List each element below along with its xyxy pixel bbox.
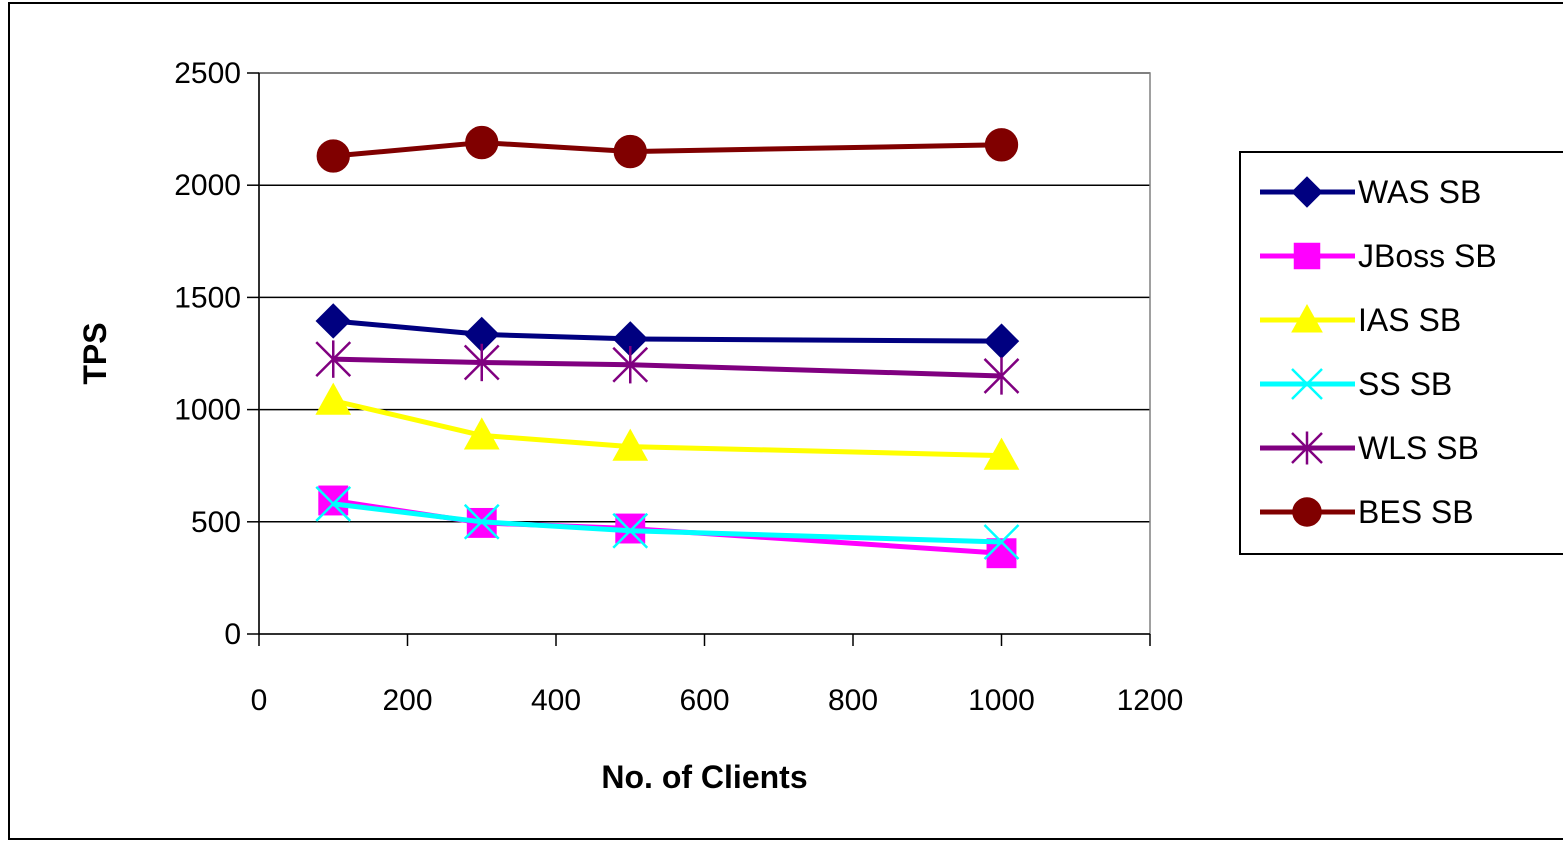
legend-label: JBoss SB [1358, 238, 1497, 274]
x-tick-label: 800 [828, 684, 878, 717]
x-tick-label: 1000 [968, 684, 1035, 717]
series-jboss-sb [318, 485, 1017, 569]
data-point-square [1293, 242, 1321, 270]
series-wls-sb [315, 340, 1020, 395]
legend-item: WLS SB [1260, 430, 1479, 466]
axes: 0 500 1000 1500 2000 2500 0 200 400 600 800 1000 120… [174, 57, 1183, 717]
x-stroke [463, 503, 500, 540]
data-point-star [1291, 431, 1323, 465]
data-point-diamond [1291, 176, 1323, 208]
legend-label: BES SB [1358, 494, 1474, 530]
series-ias-sb [315, 382, 1020, 470]
data-point-circle [613, 134, 647, 169]
legend-item: IAS SB [1260, 302, 1461, 338]
data-point-star [463, 343, 500, 382]
data-point-circle [984, 128, 1019, 162]
series-line [332, 501, 1002, 545]
data-point-triangle [315, 382, 352, 415]
series-line [332, 398, 1002, 459]
data-point-circle [465, 125, 499, 160]
series-bes-sb [316, 125, 1019, 173]
x-axis-title: No. of Clients [601, 759, 807, 795]
y-tick-label: 0 [224, 618, 241, 651]
series-line [333, 356, 1002, 379]
series-group [315, 125, 1020, 569]
x-tick-label: 600 [679, 684, 729, 717]
x-stroke [612, 512, 649, 549]
data-point-x [983, 524, 1020, 560]
data-point-x [315, 485, 352, 522]
data-point-triangle [463, 417, 500, 450]
x-tick-label: 1200 [1117, 684, 1184, 717]
series-was-sb [315, 303, 1020, 359]
data-point-circle [316, 139, 350, 173]
series-line [333, 140, 1002, 159]
x-stroke [983, 524, 1020, 560]
y-tick-label: 1500 [174, 281, 241, 314]
legend-item: SS SB [1260, 366, 1452, 402]
data-point-square [318, 485, 349, 516]
series-line [332, 498, 1002, 556]
data-point-triangle [1291, 303, 1323, 333]
y-tick-label: 2000 [174, 169, 241, 202]
data-point-star [612, 346, 649, 384]
data-point-star [983, 357, 1020, 395]
x-stroke [315, 485, 352, 522]
legend-item: BES SB [1260, 494, 1474, 530]
data-point-x [1291, 368, 1323, 400]
data-point-diamond [315, 303, 351, 339]
legend-label: IAS SB [1358, 302, 1461, 338]
y-tick-label: 2500 [174, 57, 241, 90]
x-tick-label: 0 [251, 684, 268, 717]
legend-item: WAS SB [1260, 174, 1481, 210]
data-point-diamond [983, 323, 1020, 359]
y-axis-title: TPS [77, 322, 113, 384]
data-point-star [315, 340, 352, 378]
legend-item: JBoss SB [1260, 238, 1497, 274]
legend-label: WAS SB [1358, 174, 1481, 210]
data-point-x [463, 503, 500, 540]
legend-label: SS SB [1358, 366, 1452, 402]
y-tick-label: 1000 [174, 394, 241, 427]
series-line [333, 318, 1002, 344]
x-stroke [1291, 368, 1323, 400]
data-point-triangle [612, 428, 649, 461]
x-tick-label: 400 [531, 684, 581, 717]
x-tick-label: 200 [382, 684, 432, 717]
legend-box [1239, 151, 1563, 555]
data-point-circle [1292, 497, 1322, 527]
series-ss-sb [315, 485, 1020, 560]
data-point-x [612, 512, 649, 549]
legend-label: WLS SB [1358, 430, 1479, 466]
y-tick-label: 500 [191, 506, 241, 539]
data-point-triangle [983, 437, 1020, 470]
legend: WAS SB JBoss SB IAS SB SS SB WLS SB BES SB [1239, 151, 1563, 555]
